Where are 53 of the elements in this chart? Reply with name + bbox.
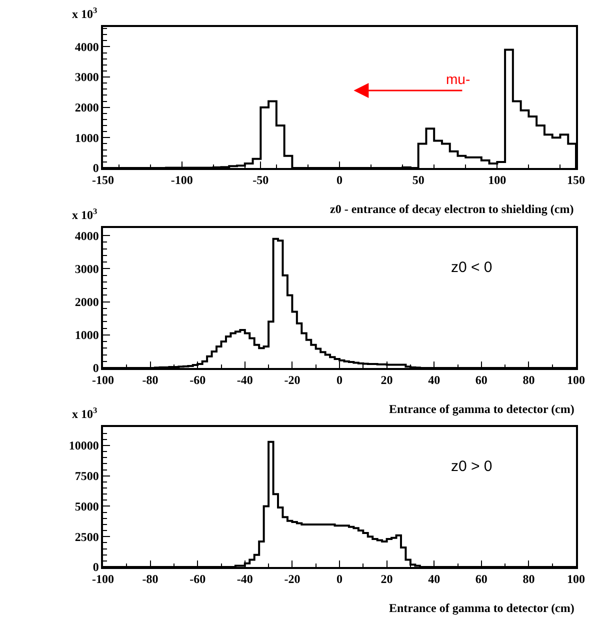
x-tick-label: 100 — [488, 173, 506, 188]
x-tick-label: -20 — [284, 572, 300, 586]
text: x 10$^{3}$ — [72, 207, 98, 222]
y-tick-label: 4000 — [74, 228, 99, 243]
x-axis-title: Entrance of gamma to detector (cm) — [389, 601, 574, 615]
x-tick-label: -80 — [142, 373, 158, 388]
x-tick-label: -100 — [92, 373, 114, 388]
x-tick-label: 0 — [336, 373, 342, 388]
y-tick-label: 2000 — [74, 295, 99, 310]
text: x 10$^{3}$ — [72, 406, 98, 422]
x-tick-label: -40 — [236, 373, 253, 388]
x-axis-title: Entrance of gamma to detector (cm) — [389, 402, 574, 416]
y-tick-label: 1000 — [74, 328, 99, 342]
y-tick-label: 0 — [92, 161, 99, 176]
x-tick-label: 0 — [336, 572, 342, 586]
x-tick-label: 0 — [336, 173, 342, 188]
y-tick-label: 3000 — [74, 70, 99, 84]
x-tick-label: 100 — [567, 373, 585, 388]
x-tick-label: -60 — [190, 572, 206, 586]
x-tick-label: -150 — [92, 173, 114, 188]
annotation: z0 < 0 — [451, 259, 492, 276]
x-tick-label: 150 — [567, 173, 585, 188]
x-tick-label: -60 — [190, 373, 206, 388]
x-tick-label: -50 — [252, 173, 269, 188]
y-tick-label: 7500 — [74, 469, 99, 484]
y-tick-label: 10000 — [68, 438, 99, 453]
x-tick-label: 40 — [428, 373, 440, 388]
x-axis-title: z0 - entrance of decay electron to shielding (cm) — [330, 202, 574, 216]
x-tick-label: 100 — [567, 572, 585, 586]
y-tick-label: 0 — [92, 560, 99, 574]
y-tick-label: 2000 — [74, 100, 99, 115]
x-tick-label: 80 — [522, 373, 535, 388]
x-tick-label: 20 — [380, 373, 393, 388]
x-tick-label: 60 — [475, 373, 488, 388]
x-tick-label: 40 — [428, 572, 440, 586]
y-tick-label: 2500 — [74, 530, 99, 544]
annotation: z0 > 0 — [451, 458, 492, 475]
annotation: mu- — [446, 71, 470, 87]
x-tick-label: 50 — [412, 173, 424, 188]
x-tick-label: -40 — [236, 572, 253, 586]
y-tick-label: 4000 — [74, 40, 99, 54]
x-tick-label: 20 — [380, 572, 393, 586]
x-tick-label: -80 — [142, 572, 158, 586]
x-tick-label: -100 — [170, 173, 193, 188]
y-tick-label: 5000 — [74, 499, 99, 514]
x-tick-label: 80 — [522, 572, 535, 586]
x-tick-label: 60 — [475, 572, 488, 586]
y-tick-label: 1000 — [74, 130, 99, 145]
x-tick-label: -20 — [284, 373, 300, 388]
y-tick-label: 0 — [92, 361, 99, 376]
y-tick-label: 3000 — [74, 262, 99, 276]
x-tick-label: -100 — [92, 572, 114, 586]
text: x 10$^{3}$ — [72, 6, 98, 22]
